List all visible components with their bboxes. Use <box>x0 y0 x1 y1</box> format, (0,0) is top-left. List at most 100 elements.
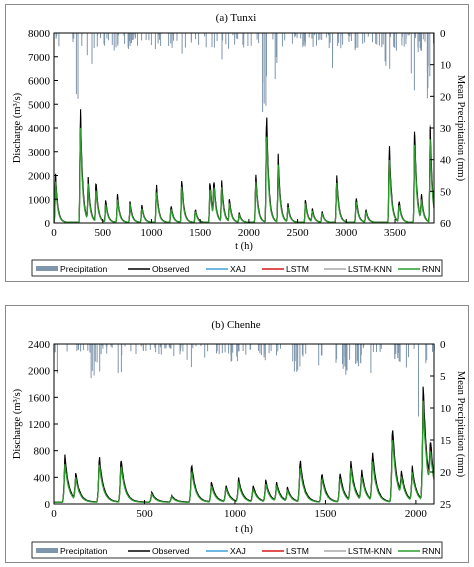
chart-title: (a) Tunxi <box>216 12 257 24</box>
precipitation-bars <box>54 344 435 417</box>
precipitation-bar <box>256 33 258 40</box>
precipitation-bar <box>319 33 321 40</box>
precipitation-bar <box>305 344 307 354</box>
precipitation-bar <box>418 33 420 42</box>
precipitation-bar <box>190 33 192 43</box>
precipitation-bar <box>145 33 147 40</box>
precipitation-bar <box>399 344 401 362</box>
x-tick-label: 1000 <box>140 227 163 239</box>
precipitation-bar <box>318 344 320 366</box>
precipitation-bar <box>115 33 117 48</box>
precipitation-bar <box>238 344 240 352</box>
precipitation-bar <box>100 33 101 38</box>
precipitation-bar <box>302 33 304 47</box>
x-tick-label: 500 <box>94 227 111 239</box>
series-line-rnn <box>54 400 435 504</box>
precipitation-bar <box>236 344 238 362</box>
precipitation-bar <box>311 33 313 39</box>
precipitation-bar <box>165 344 167 349</box>
precipitation-bar <box>304 33 306 47</box>
legend: Precipitation Observed XAJ LSTM LSTM-KNN RNN <box>31 259 443 277</box>
precipitation-bar <box>106 344 108 354</box>
legend-label-xaj: XAJ <box>230 264 246 274</box>
precipitation-bar <box>363 344 365 347</box>
precipitation-bar <box>232 344 234 353</box>
precipitation-bar <box>72 33 74 43</box>
precipitation-bar <box>397 344 399 359</box>
precipitation-bar <box>118 33 119 36</box>
precipitation-bar <box>420 33 422 51</box>
x-tick-label: 1500 <box>189 227 212 239</box>
precipitation-bar <box>272 33 274 40</box>
precipitation-bar <box>106 33 108 39</box>
precipitation-bar <box>321 344 323 356</box>
y2-tick-label: 15 <box>440 435 452 447</box>
precipitation-bar <box>355 344 357 365</box>
y-tick-label: 3000 <box>28 147 51 159</box>
precipitation-bar <box>296 344 298 372</box>
precipitation-bar <box>292 344 294 362</box>
precipitation-bar <box>370 344 372 374</box>
precipitation-bar <box>360 344 362 355</box>
precipitation-bar <box>275 33 277 58</box>
precipitation-bar <box>157 33 159 44</box>
precipitation-bar <box>168 344 170 348</box>
precipitation-bar <box>120 344 122 373</box>
y-tick-label: 6000 <box>28 76 51 88</box>
precipitation-bar <box>82 344 84 351</box>
precipitation-bar <box>127 33 129 48</box>
precipitation-bar <box>321 33 323 41</box>
chart-tunxi: (a) Tunxi0100020003000400050006000700080… <box>12 12 466 277</box>
precipitation-bar <box>424 33 426 42</box>
precipitation-bar <box>410 33 412 74</box>
precipitation-bar <box>276 33 278 63</box>
y-tick-label: 7000 <box>28 52 51 64</box>
precipitation-bar <box>149 344 151 350</box>
x-tick-label: 0 <box>51 508 57 520</box>
precipitation-bar <box>295 33 297 36</box>
precipitation-bar <box>284 33 286 41</box>
precipitation-bar <box>245 344 247 355</box>
precipitation-bar <box>389 33 391 69</box>
precipitation-bar <box>145 344 147 351</box>
precipitation-bar <box>335 344 337 363</box>
x-axis-label: t (h) <box>235 524 253 535</box>
precipitation-bar <box>312 33 314 47</box>
y-tick-label: 4000 <box>28 123 51 135</box>
precipitation-bar <box>376 33 378 45</box>
precipitation-bar <box>140 344 142 347</box>
legend-label-rnn: RNN <box>422 264 441 274</box>
precipitation-bar <box>304 33 305 41</box>
precipitation-bar <box>393 33 395 47</box>
precipitation-bar <box>250 33 252 46</box>
precipitation-bar <box>408 344 409 358</box>
precipitation-bar <box>414 33 416 39</box>
precipitation-bar <box>221 33 223 60</box>
precipitation-bar <box>276 344 277 356</box>
x-tick-label: 1000 <box>224 508 247 520</box>
precipitation-bar <box>243 33 245 48</box>
precipitation-bar <box>405 344 407 368</box>
precipitation-bar <box>218 344 220 355</box>
precipitation-bar <box>111 33 113 45</box>
precipitation-bar <box>408 33 410 36</box>
precipitation-bar <box>432 344 433 352</box>
precipitation-bar <box>325 33 327 38</box>
precipitation-bar <box>418 344 419 417</box>
series-line-lstm-knn <box>53 115 435 223</box>
precipitation-bar <box>260 344 262 355</box>
precipitation-bar <box>221 344 223 353</box>
precipitation-bar <box>360 344 362 364</box>
precipitation-bar <box>104 33 106 46</box>
precipitation-bar <box>327 33 329 36</box>
y-tick-label: 800 <box>34 446 51 458</box>
precipitation-bar <box>207 344 209 352</box>
precipitation-bar <box>173 33 174 41</box>
precipitation-bar <box>348 33 350 42</box>
legend-swatch-precipitation <box>36 548 58 553</box>
precipitation-bar <box>303 33 305 46</box>
y2-tick-label: 0 <box>440 339 446 351</box>
precipitation-bar <box>372 344 374 353</box>
precipitation-bar <box>121 344 123 356</box>
x-tick-label: 0 <box>51 227 57 239</box>
